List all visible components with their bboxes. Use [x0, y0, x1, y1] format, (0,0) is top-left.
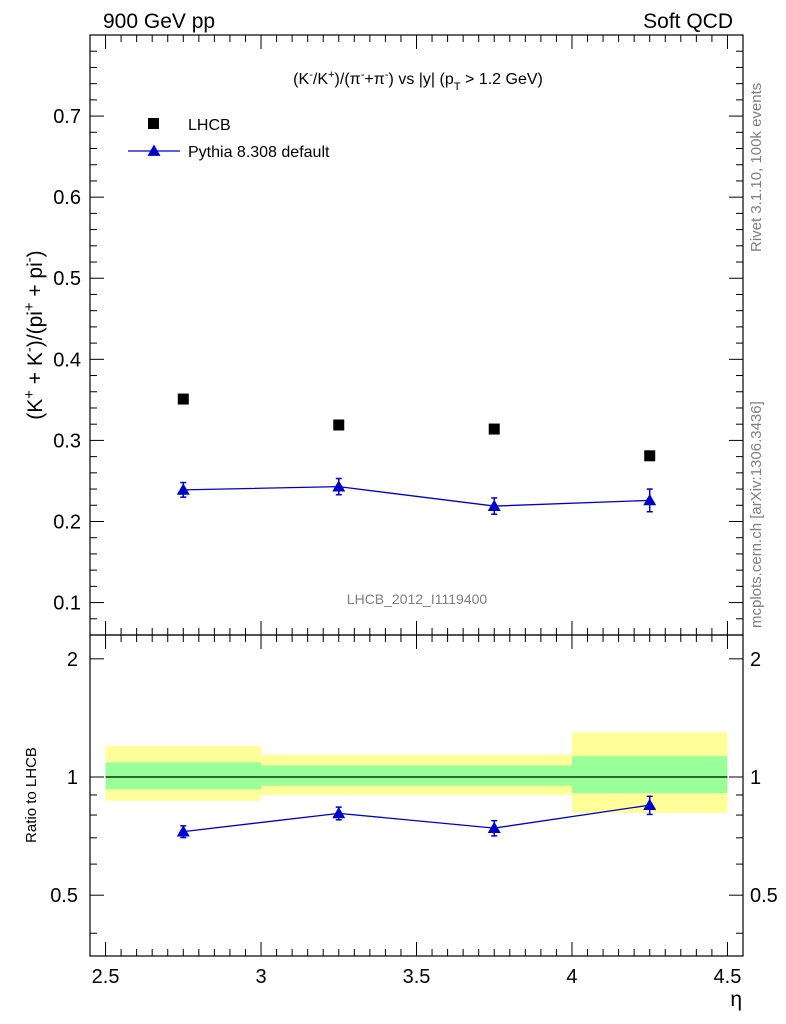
inner-band: [105, 762, 262, 790]
y-tick-label-right: 1: [750, 767, 761, 789]
y-tick-label: 0.7: [53, 106, 81, 128]
ratio-y-axis-label: Ratio to LHCB: [23, 747, 40, 843]
y-tick-label: 0.3: [53, 430, 81, 452]
label-part: -: [385, 69, 389, 81]
label-part: )/(pi: [24, 311, 47, 347]
main-chart-title: (K-/K+)/(π-+π-) vs |y| (pT > 1.2 GeV): [293, 69, 543, 93]
main-panel: 0.10.20.30.40.50.60.7 (K-/K+)/(π-+π-) vs…: [22, 34, 744, 636]
label-part: -: [361, 69, 365, 81]
main-plot-area: [176, 393, 657, 515]
rivet-version-label: Rivet 3.1.10, 100k events: [748, 83, 765, 252]
label-part: )/(π: [335, 71, 361, 88]
label-part: +: [22, 390, 38, 399]
label-part: /K: [313, 71, 328, 88]
y-tick-label: 0.5: [53, 268, 81, 290]
inner-band: [261, 765, 572, 786]
y-tick-label: 0.4: [53, 349, 81, 371]
ratio-x-axis: 2.5 3 3.5 4 4.5: [89, 635, 744, 988]
y-tick-label-right: 2: [750, 649, 761, 671]
legend-label-lhcb: LHCB: [188, 117, 231, 134]
ratio-data-point: [487, 821, 501, 833]
ratio-y-axis: 0.5 0.5 1 1 2 2: [50, 649, 778, 934]
label-part: + pi: [24, 262, 47, 302]
main-y-axis-label: (K+ + K-)/(pi+ + pi-): [22, 250, 47, 419]
header-left-label: 900 GeV pp: [103, 10, 215, 33]
ratio-data-point: [332, 806, 346, 819]
label-part: +: [328, 69, 335, 81]
label-part: +π: [364, 71, 384, 88]
legend-marker-lhcb: [148, 118, 159, 129]
x-tick-label: 3: [255, 966, 266, 988]
label-part: > 1.2 GeV): [461, 71, 543, 88]
label-part: -: [309, 69, 313, 81]
legend-marker-pythia: [147, 144, 161, 156]
ratio-data-point: [176, 825, 190, 837]
main-x-axis: [89, 35, 744, 635]
y-tick-label-right: 0.5: [750, 885, 778, 907]
ratio-uncertainty-bands: [105, 732, 728, 813]
header-right-label: Soft QCD: [643, 10, 733, 33]
x-tick-label: 4.5: [714, 966, 742, 988]
data-point-pythia: [176, 483, 190, 495]
data-point-pythia: [487, 499, 501, 511]
ratio-panel: 0.5 0.5 1 1 2 2 2.5 3 3.5 4 4.5 Ratio to LHCB η: [23, 634, 778, 1011]
y-tick-label: 2: [67, 649, 78, 671]
main-y-axis: 0.1 0.2 0.3 0.4 0.5 0.6 0.7: [53, 34, 743, 636]
y-tick-label: 1: [67, 767, 78, 789]
y-tick-label: 0.6: [53, 187, 81, 209]
series-line-pythia: [183, 485, 650, 507]
x-tick-label: 4: [566, 966, 577, 988]
data-point-pythia: [332, 480, 346, 492]
analysis-watermark: LHCB_2012_I1119400: [347, 591, 488, 607]
y-tick-label: 0.2: [53, 511, 81, 533]
label-part: (K: [293, 71, 309, 88]
x-tick-label: 3.5: [403, 966, 431, 988]
label-part: T: [454, 81, 461, 93]
label-part: ): [24, 250, 47, 257]
legend-label-pythia: Pythia 8.308 default: [188, 144, 330, 161]
x-axis-label: η: [730, 988, 742, 1011]
legend: LHCB Pythia 8.308 default: [128, 117, 330, 161]
label-part: (K: [24, 399, 47, 420]
data-point-pythia: [643, 493, 657, 506]
label-part: -: [22, 257, 38, 262]
data-point-lhcb: [333, 419, 345, 431]
mcplots-label: mcplots.cern.ch [arXiv:1306.3436]: [748, 401, 765, 628]
data-point-lhcb: [644, 450, 656, 462]
inner-band: [571, 756, 728, 794]
data-point-lhcb: [177, 393, 189, 405]
ratio-series-line: [183, 804, 650, 833]
label-part: +: [22, 303, 38, 312]
ratio-plot-area: [176, 795, 657, 839]
label-part: ) vs |y| (p: [389, 71, 454, 88]
y-tick-label: 0.5: [50, 885, 78, 907]
y-tick-label: 0.1: [53, 593, 81, 615]
ratio-data-point: [643, 798, 657, 810]
label-part: -: [22, 347, 38, 352]
data-point-lhcb: [488, 423, 500, 435]
x-tick-label: 2.5: [92, 966, 120, 988]
label-part: + K: [24, 352, 47, 390]
